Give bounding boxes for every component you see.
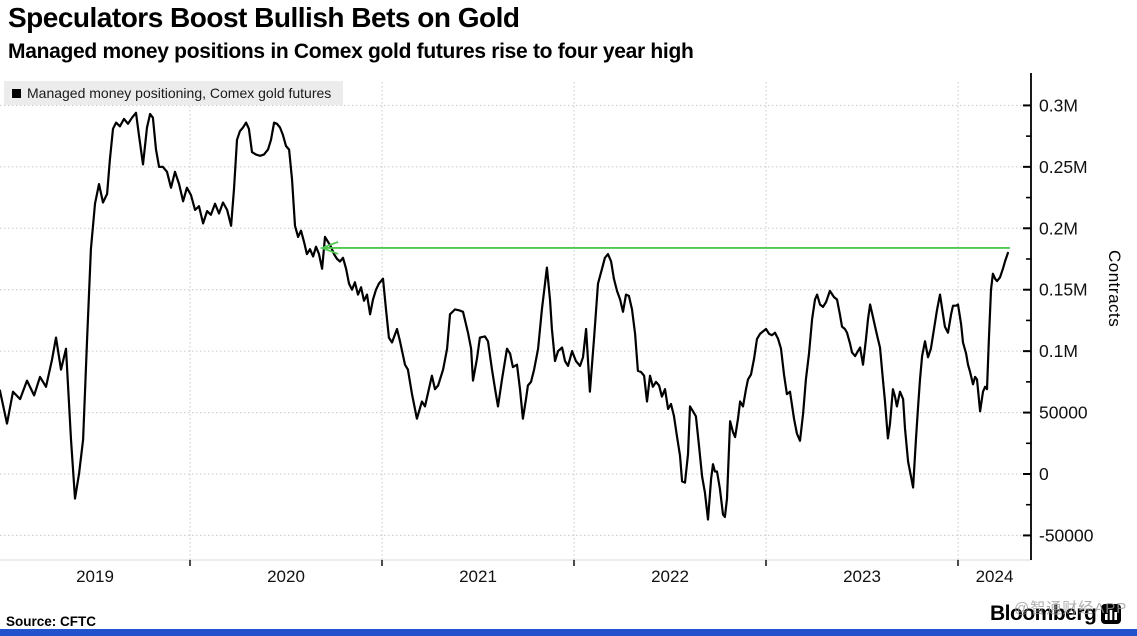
chart-legend: Managed money positioning, Comex gold fu… bbox=[4, 81, 344, 105]
y-tick-label: -50000 bbox=[1039, 525, 1094, 545]
data-line bbox=[0, 111, 1010, 521]
watermark-text: @智通财经APP bbox=[1014, 600, 1128, 617]
y-tick-label: 50000 bbox=[1039, 403, 1088, 423]
legend-label: Managed money positioning, Comex gold fu… bbox=[27, 85, 332, 101]
y-axis-title: Contracts bbox=[1105, 250, 1124, 328]
x-tick-label: 2023 bbox=[843, 567, 881, 586]
x-tick-label: 2022 bbox=[651, 567, 689, 586]
x-tick-label: 2024 bbox=[976, 567, 1014, 586]
x-tick-label: 2019 bbox=[76, 567, 114, 586]
y-tick-label: 0 bbox=[1039, 464, 1049, 484]
y-tick-label: 0.2M bbox=[1039, 218, 1078, 238]
x-tick-label: 2021 bbox=[459, 567, 497, 586]
bottom-accent-bar bbox=[0, 629, 1137, 636]
x-tick-label: 2020 bbox=[267, 567, 305, 586]
source-note: Source: CFTC bbox=[6, 614, 97, 629]
y-tick-label: 0.15M bbox=[1039, 280, 1088, 300]
page-subtitle: Managed money positions in Comex gold fu… bbox=[8, 40, 694, 63]
y-tick-label: 0.3M bbox=[1039, 95, 1078, 115]
bloomberg-wordmark: Bloomberg bbox=[990, 602, 1097, 625]
page-title: Speculators Boost Bullish Bets on Gold bbox=[8, 2, 520, 33]
y-tick-label: 0.1M bbox=[1039, 341, 1078, 361]
highlight-arrow-head bbox=[319, 241, 339, 255]
y-tick-label: 0.25M bbox=[1039, 157, 1088, 177]
legend-swatch-icon bbox=[12, 88, 21, 98]
bloomberg-logo: Bloomberg bbox=[990, 602, 1122, 626]
bar-chart-icon bbox=[1101, 604, 1122, 624]
